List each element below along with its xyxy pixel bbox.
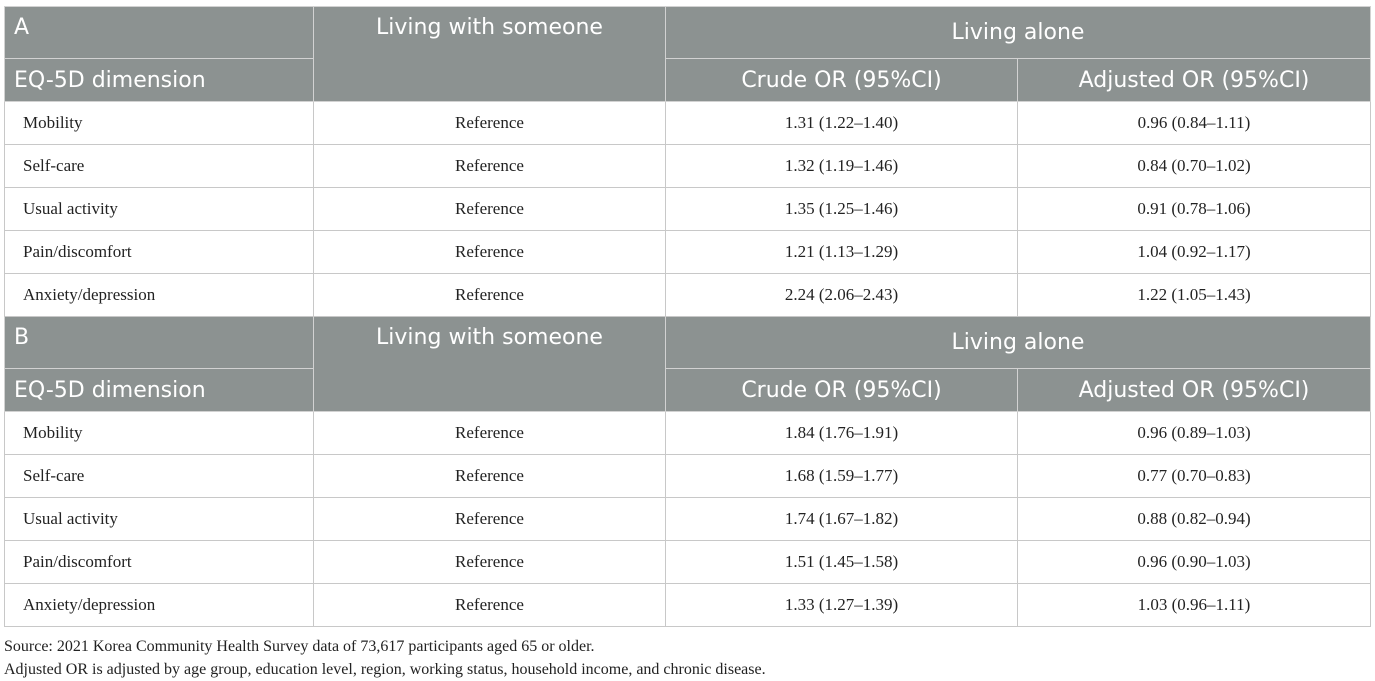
dimension-cell: Anxiety/depression [4, 583, 314, 627]
block-b-header: B Living with someone Living alone EQ-5D… [4, 316, 1371, 412]
table-row: Usual activity Reference 1.74 (1.67–1.82… [4, 497, 1371, 541]
adjusted-or-cell: 1.03 (0.96–1.11) [1017, 583, 1371, 627]
reference-cell: Reference [313, 230, 666, 274]
adjusted-or-cell: 0.77 (0.70–0.83) [1017, 454, 1371, 498]
living-with-someone-header: Living with someone [313, 316, 666, 412]
crude-or-cell: 1.33 (1.27–1.39) [665, 583, 1018, 627]
table-row: Mobility Reference 1.31 (1.22–1.40) 0.96… [4, 101, 1371, 145]
header-row-bottom: EQ-5D dimension Crude OR (95%CI) Adjuste… [4, 58, 1371, 102]
reference-cell: Reference [313, 144, 666, 188]
adjusted-or-cell: 0.96 (0.89–1.03) [1017, 411, 1371, 455]
adjusted-or-cell: 0.96 (0.90–1.03) [1017, 540, 1371, 584]
block-b-rows: Mobility Reference 1.84 (1.76–1.91) 0.96… [4, 411, 1371, 627]
crude-or-cell: 2.24 (2.06–2.43) [665, 273, 1018, 317]
crude-or-header: Crude OR (95%CI) [665, 368, 1018, 412]
table-row: Anxiety/depression Reference 2.24 (2.06–… [4, 273, 1371, 317]
living-alone-header: Living alone [665, 316, 1371, 369]
dimension-cell: Mobility [4, 411, 314, 455]
adjusted-or-cell: 0.88 (0.82–0.94) [1017, 497, 1371, 541]
adjusted-or-cell: 1.22 (1.05–1.43) [1017, 273, 1371, 317]
dimension-cell: Usual activity [4, 187, 314, 231]
reference-cell: Reference [313, 411, 666, 455]
reference-cell: Reference [313, 454, 666, 498]
adjusted-or-header: Adjusted OR (95%CI) [1017, 58, 1371, 102]
crude-or-cell: 1.68 (1.59–1.77) [665, 454, 1018, 498]
crude-or-cell: 1.84 (1.76–1.91) [665, 411, 1018, 455]
adjusted-or-cell: 0.84 (0.70–1.02) [1017, 144, 1371, 188]
table-row: Pain/discomfort Reference 1.51 (1.45–1.5… [4, 540, 1371, 584]
table-row: Self-care Reference 1.68 (1.59–1.77) 0.7… [4, 454, 1371, 498]
dimension-cell: Self-care [4, 454, 314, 498]
table-row: Pain/discomfort Reference 1.21 (1.13–1.2… [4, 230, 1371, 274]
reference-cell: Reference [313, 583, 666, 627]
table-figure: A Living with someone Living alone EQ-5D… [4, 6, 1371, 681]
eq5d-or-table: A Living with someone Living alone EQ-5D… [4, 6, 1371, 627]
dimension-cell: Mobility [4, 101, 314, 145]
table-row: Self-care Reference 1.32 (1.19–1.46) 0.8… [4, 144, 1371, 188]
crude-or-cell: 1.74 (1.67–1.82) [665, 497, 1018, 541]
dimension-header: EQ-5D dimension [4, 58, 314, 102]
living-alone-header: Living alone [665, 6, 1371, 59]
table-row: Anxiety/depression Reference 1.33 (1.27–… [4, 583, 1371, 627]
dimension-cell: Anxiety/depression [4, 273, 314, 317]
living-with-someone-header: Living with someone [313, 6, 666, 102]
adjusted-or-cell: 0.91 (0.78–1.06) [1017, 187, 1371, 231]
reference-cell: Reference [313, 273, 666, 317]
crude-or-cell: 1.51 (1.45–1.58) [665, 540, 1018, 584]
reference-cell: Reference [313, 497, 666, 541]
crude-or-cell: 1.21 (1.13–1.29) [665, 230, 1018, 274]
crude-or-cell: 1.31 (1.22–1.40) [665, 101, 1018, 145]
reference-cell: Reference [313, 101, 666, 145]
block-label: A [4, 6, 314, 59]
adjustment-note: Adjusted OR is adjusted by age group, ed… [4, 661, 766, 678]
reference-cell: Reference [313, 187, 666, 231]
header-row-top: A Living with someone Living alone [4, 6, 1371, 102]
header-row-top: B Living with someone Living alone [4, 316, 1371, 412]
table-footnotes: Source: 2021 Korea Community Health Surv… [4, 635, 1370, 681]
reference-cell: Reference [313, 540, 666, 584]
adjusted-or-cell: 1.04 (0.92–1.17) [1017, 230, 1371, 274]
dimension-cell: Pain/discomfort [4, 540, 314, 584]
adjusted-or-header: Adjusted OR (95%CI) [1017, 368, 1371, 412]
block-label: B [4, 316, 314, 369]
dimension-header: EQ-5D dimension [4, 368, 314, 412]
dimension-cell: Usual activity [4, 497, 314, 541]
crude-or-cell: 1.32 (1.19–1.46) [665, 144, 1018, 188]
dimension-cell: Pain/discomfort [4, 230, 314, 274]
header-row-bottom: EQ-5D dimension Crude OR (95%CI) Adjuste… [4, 368, 1371, 412]
crude-or-header: Crude OR (95%CI) [665, 58, 1018, 102]
adjusted-or-cell: 0.96 (0.84–1.11) [1017, 101, 1371, 145]
table-row: Mobility Reference 1.84 (1.76–1.91) 0.96… [4, 411, 1371, 455]
dimension-cell: Self-care [4, 144, 314, 188]
source-note: Source: 2021 Korea Community Health Surv… [4, 638, 595, 655]
crude-or-cell: 1.35 (1.25–1.46) [665, 187, 1018, 231]
block-a-rows: Mobility Reference 1.31 (1.22–1.40) 0.96… [4, 101, 1371, 317]
block-a-header: A Living with someone Living alone EQ-5D… [4, 6, 1371, 102]
table-row: Usual activity Reference 1.35 (1.25–1.46… [4, 187, 1371, 231]
